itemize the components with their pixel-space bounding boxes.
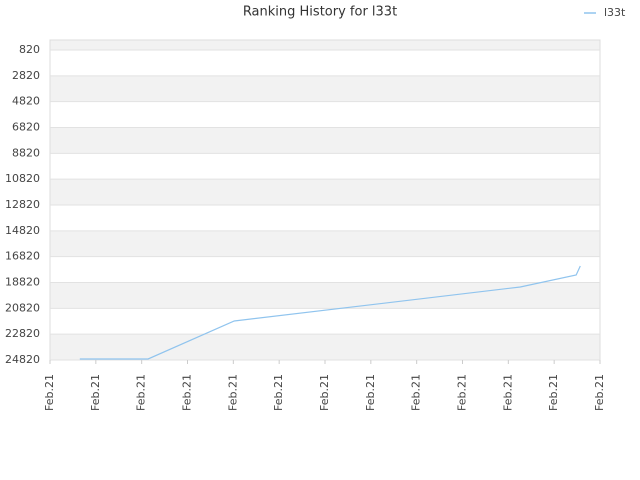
y-tick-label: 20820 [5, 301, 40, 314]
y-tick-label: 12820 [5, 198, 40, 211]
plot-band [50, 179, 600, 205]
plot-band [50, 49, 600, 76]
x-tick-label: Feb.21 [456, 374, 469, 411]
legend-label: l33t [604, 6, 626, 19]
plot-band [50, 40, 600, 50]
y-tick-label: 14820 [5, 224, 40, 237]
chart-title: Ranking History for l33t [243, 5, 397, 20]
x-tick-label: Feb.21 [547, 374, 560, 411]
plot-band [50, 153, 600, 180]
plot-band [50, 127, 600, 154]
y-tick-label: 10820 [5, 172, 40, 185]
y-tick-label: 6820 [12, 120, 40, 133]
y-tick-label: 8820 [12, 146, 40, 159]
plot-bands [50, 40, 600, 360]
y-tick-label: 24820 [5, 353, 40, 366]
plot-band [50, 230, 600, 257]
x-tick-label: Feb.21 [364, 374, 377, 411]
x-tick-label: Feb.21 [181, 374, 194, 411]
x-tick-label: Feb.21 [226, 374, 239, 411]
plot-band [50, 75, 600, 102]
y-tick-label: 16820 [5, 250, 40, 263]
plot-band [50, 101, 600, 128]
plot-band [50, 308, 600, 335]
x-tick-label: Feb.21 [43, 374, 56, 411]
y-tick-label: 4820 [12, 95, 40, 108]
x-tick-label: Feb.21 [501, 374, 514, 411]
y-tick-label: 2820 [12, 69, 40, 82]
y-tick-label: 22820 [5, 327, 40, 340]
x-tick-label: Feb.21 [318, 374, 331, 411]
x-tick-label: Feb.21 [593, 374, 606, 411]
plot-band [50, 282, 600, 309]
plot-band [50, 334, 600, 360]
x-tick-label: Feb.21 [135, 374, 148, 411]
x-tick-label: Feb.21 [89, 374, 102, 411]
x-tick-label: Feb.21 [410, 374, 423, 411]
y-tick-label: 820 [19, 43, 40, 56]
data-line [79, 265, 581, 360]
y-tick-label: 18820 [5, 275, 40, 288]
plot-band [50, 204, 600, 231]
plot-band [50, 256, 600, 283]
x-tick-label: Feb.21 [272, 374, 285, 411]
